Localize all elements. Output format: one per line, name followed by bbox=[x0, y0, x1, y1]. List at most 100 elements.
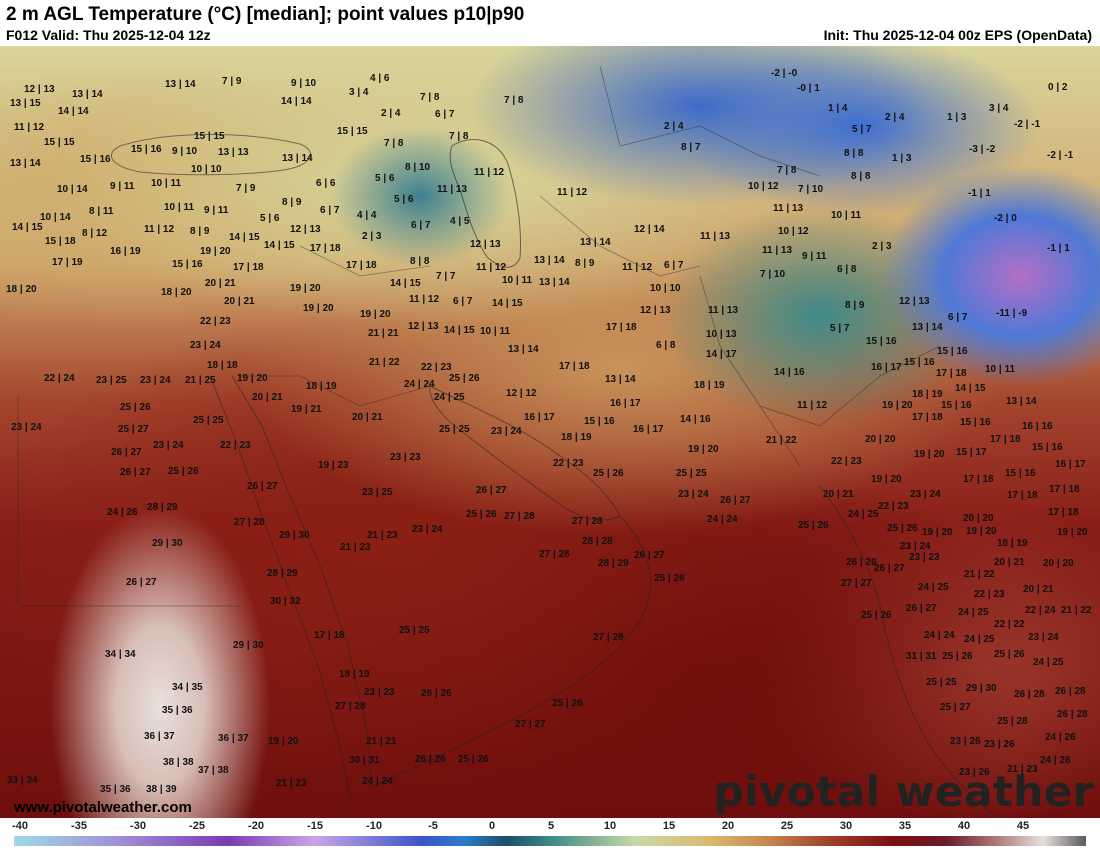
point-value: 25 | 27 bbox=[940, 702, 971, 713]
point-value: 19 | 21 bbox=[291, 404, 322, 415]
point-value: 14 | 15 bbox=[264, 240, 295, 251]
point-value: 0 | 2 bbox=[1048, 82, 1068, 93]
point-value: 17 | 18 bbox=[314, 630, 345, 641]
point-value: 19 | 20 bbox=[1057, 527, 1088, 538]
point-value: 23 | 24 bbox=[1028, 632, 1059, 643]
point-value: 12 | 13 bbox=[470, 239, 501, 250]
point-value: 17 | 18 bbox=[310, 243, 341, 254]
point-value: 24 | 25 bbox=[958, 607, 989, 618]
point-value: 26 | 26 bbox=[421, 688, 452, 699]
point-value: 36 | 37 bbox=[218, 733, 249, 744]
point-value: 24 | 25 bbox=[1033, 657, 1064, 668]
point-value: 19 | 20 bbox=[303, 303, 334, 314]
point-value: 25 | 26 bbox=[552, 698, 583, 709]
point-value: 14 | 15 bbox=[12, 222, 43, 233]
point-value: 20 | 21 bbox=[352, 412, 383, 423]
point-value: 26 | 27 bbox=[634, 550, 665, 561]
point-value: 1 | 3 bbox=[892, 153, 912, 164]
point-value: 25 | 25 bbox=[399, 625, 430, 636]
colorbar-tick-label: -25 bbox=[189, 820, 205, 832]
init-time: Init: Thu 2025-12-04 00z EPS (OpenData) bbox=[823, 27, 1092, 43]
point-value: 11 | 13 bbox=[708, 305, 739, 316]
point-value: 19 | 20 bbox=[914, 449, 945, 460]
point-value: 14 | 15 bbox=[492, 298, 523, 309]
point-value: 22 | 24 bbox=[44, 373, 75, 384]
point-value: 20 | 21 bbox=[224, 296, 255, 307]
point-value: 17 | 18 bbox=[346, 260, 377, 271]
point-value: 23 | 23 bbox=[390, 452, 421, 463]
point-value: 22 | 23 bbox=[220, 440, 251, 451]
point-value: 8 | 8 bbox=[844, 148, 864, 159]
point-value: 25 | 26 bbox=[466, 509, 497, 520]
point-value: 12 | 13 bbox=[24, 84, 55, 95]
point-value: 24 | 24 bbox=[362, 776, 393, 787]
point-value: 10 | 11 bbox=[502, 275, 533, 286]
point-value: 25 | 25 bbox=[439, 424, 470, 435]
point-value: 20 | 20 bbox=[963, 513, 994, 524]
point-value: 19 | 20 bbox=[268, 736, 299, 747]
point-value: 6 | 6 bbox=[316, 178, 336, 189]
point-value: 21 | 23 bbox=[340, 542, 371, 553]
point-value: 26 | 27 bbox=[111, 447, 142, 458]
point-value: 11 | 12 bbox=[557, 187, 588, 198]
point-value: 25 | 26 bbox=[120, 402, 151, 413]
point-value: 15 | 16 bbox=[960, 417, 991, 428]
point-value: 30 | 32 bbox=[270, 596, 301, 607]
point-value: 24 | 25 bbox=[434, 392, 465, 403]
point-value: 18 | 19 bbox=[339, 669, 370, 680]
point-value: 13 | 14 bbox=[508, 344, 539, 355]
point-value: 10 | 14 bbox=[40, 212, 71, 223]
point-value: 25 | 27 bbox=[118, 424, 149, 435]
point-value: 7 | 8 bbox=[449, 131, 469, 142]
point-value: 23 | 24 bbox=[412, 524, 443, 535]
point-value: 2 | 3 bbox=[872, 241, 892, 252]
point-value: 22 | 23 bbox=[553, 458, 584, 469]
point-value: 15 | 16 bbox=[131, 144, 162, 155]
point-value: 15 | 16 bbox=[172, 259, 203, 270]
point-value: 13 | 14 bbox=[912, 322, 943, 333]
point-value: 23 | 24 bbox=[491, 426, 522, 437]
point-value: 9 | 11 bbox=[204, 205, 229, 216]
point-value: 19 | 20 bbox=[237, 373, 268, 384]
point-value: 38 | 38 bbox=[163, 757, 194, 768]
point-value: 13 | 14 bbox=[534, 255, 565, 266]
point-value: 29 | 30 bbox=[966, 683, 997, 694]
red-sea-coast bbox=[231, 375, 373, 787]
point-value: 30 | 31 bbox=[349, 755, 380, 766]
point-value: 21 | 23 bbox=[367, 530, 398, 541]
point-value: 16 | 16 bbox=[1022, 421, 1053, 432]
point-value: 27 | 27 bbox=[841, 578, 872, 589]
point-value: 13 | 14 bbox=[1006, 396, 1037, 407]
point-value: 28 | 29 bbox=[267, 568, 298, 579]
point-value: 20 | 21 bbox=[205, 278, 236, 289]
point-value: 17 | 18 bbox=[1049, 484, 1080, 495]
point-value: 34 | 35 bbox=[172, 682, 203, 693]
point-value: 27 | 28 bbox=[234, 517, 265, 528]
map-title: 2 m AGL Temperature (°C) [median]; point… bbox=[6, 4, 525, 25]
colorbar-tick-label: -30 bbox=[130, 820, 146, 832]
point-value: 4 | 5 bbox=[450, 216, 470, 227]
point-value: 19 | 20 bbox=[871, 474, 902, 485]
point-value: 26 | 27 bbox=[120, 467, 151, 478]
point-value: 12 | 13 bbox=[640, 305, 671, 316]
colorbar-gradient bbox=[14, 836, 1086, 846]
point-value: 25 | 26 bbox=[861, 610, 892, 621]
point-value: 23 | 26 bbox=[984, 739, 1015, 750]
colorbar-tick-label: 5 bbox=[547, 820, 555, 832]
temperature-map: 12 | 13 13 | 14 13 | 14 7 | 9 9 | 10 4 | 6 13 … bbox=[0, 46, 1100, 818]
point-value: 18 | 19 bbox=[997, 538, 1028, 549]
point-value: 1 | 3 bbox=[947, 112, 967, 123]
point-value: 12 | 13 bbox=[899, 296, 930, 307]
point-value: 11 | 13 bbox=[437, 184, 468, 195]
point-value: 20 | 21 bbox=[994, 557, 1025, 568]
point-value: 11 | 12 bbox=[409, 294, 440, 305]
point-value: 21 | 23 bbox=[1007, 764, 1038, 775]
point-value: 13 | 15 bbox=[10, 98, 41, 109]
point-value: 19 | 20 bbox=[360, 309, 391, 320]
point-value: 8 | 9 bbox=[575, 258, 595, 269]
point-value: 11 | 12 bbox=[144, 224, 175, 235]
point-value: 23 | 24 bbox=[190, 340, 221, 351]
point-value: 20 | 21 bbox=[1023, 584, 1054, 595]
point-value: -2 | -1 bbox=[1014, 119, 1041, 130]
point-value: 35 | 36 bbox=[162, 705, 193, 716]
